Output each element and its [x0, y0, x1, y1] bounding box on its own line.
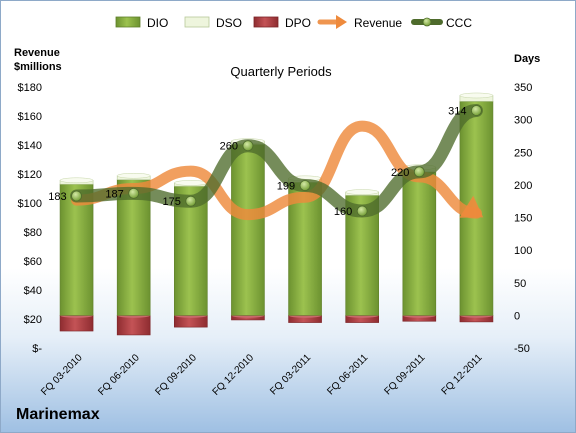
left-axis-label-line1: Revenue	[14, 47, 60, 59]
legend-swatch-dso	[184, 16, 210, 28]
left-tick-label: $100	[18, 198, 42, 210]
right-tick-label: -50	[514, 343, 530, 355]
dio-bar	[231, 144, 265, 316]
dio-bar	[116, 179, 151, 316]
x-tick-label: FQ 09-2011	[382, 352, 427, 397]
right-tick-label: 350	[514, 82, 532, 94]
left-tick-label: $160	[18, 111, 42, 123]
legend-swatch-dio	[115, 16, 141, 28]
left-tick-label: $80	[24, 227, 42, 239]
dpo-bar	[116, 315, 151, 336]
right-tick-label: 0	[514, 310, 520, 322]
left-tick-label: $20	[24, 314, 42, 326]
x-tick-label: FQ 06-2010	[96, 352, 142, 398]
legend-marker-ccc	[422, 17, 432, 27]
dio-bar	[174, 185, 208, 316]
ccc-marker	[471, 105, 482, 116]
x-tick-label: FQ 03-2011	[268, 352, 313, 397]
left-tick-label: $140	[18, 140, 42, 152]
bar-series	[59, 92, 494, 336]
legend-label-revenue: Revenue	[354, 16, 402, 30]
left-axis-ticks: $180 $160 $140 $120 $100 $80 $60 $40 $20 $-	[18, 82, 43, 355]
company-name: Marinemax	[16, 406, 100, 423]
x-tick-label: FQ 06-2011	[325, 352, 370, 397]
ccc-data-label: 314	[448, 105, 466, 117]
dso-bar-top	[174, 180, 208, 186]
revenue-arrowhead	[459, 195, 484, 218]
ccc-series: 183 187 175 260 199 160 220 314	[48, 103, 483, 218]
right-tick-label: 200	[514, 180, 532, 192]
ccc-data-label: 183	[48, 191, 66, 203]
ccc-marker	[356, 205, 368, 217]
ccc-marker	[128, 187, 140, 199]
ccc-data-label: 199	[277, 181, 295, 193]
right-tick-label: 100	[514, 245, 532, 257]
x-tick-label: FQ 12-2010	[211, 352, 257, 398]
right-tick-label: 50	[514, 278, 526, 290]
dso-bar-top	[59, 177, 94, 184]
right-axis-label: Days	[514, 53, 540, 65]
ccc-marker	[242, 140, 254, 152]
ccc-data-label: 187	[105, 188, 123, 200]
ccc-data-label: 160	[334, 206, 352, 218]
ccc-data-label: 220	[391, 167, 409, 179]
left-tick-label: $-	[32, 343, 42, 355]
right-tick-label: 250	[514, 147, 532, 159]
left-axis-label-line2: $millions	[14, 61, 62, 73]
left-tick-label: $40	[24, 285, 42, 297]
x-tick-label: FQ 12-2011	[440, 352, 485, 397]
legend-item-dso[interactable]: DSO	[184, 16, 242, 30]
right-tick-label: 300	[514, 115, 532, 127]
legend: DIO DSO DPO Revenue CCC	[115, 15, 472, 30]
dso-bar-top	[459, 92, 494, 99]
legend-item-revenue[interactable]: Revenue	[317, 15, 402, 30]
left-tick-label: $120	[18, 169, 42, 181]
right-tick-label: 150	[514, 213, 532, 225]
legend-item-ccc[interactable]: CCC	[411, 16, 472, 30]
ccc-marker	[413, 166, 425, 178]
legend-label-dso: DSO	[216, 16, 242, 30]
dso-bar-top	[116, 172, 151, 179]
ccc-marker	[299, 180, 311, 191]
dio-bar	[288, 181, 322, 316]
legend-arrow-revenue-head	[336, 15, 347, 29]
dso-bar-top	[345, 189, 379, 195]
ccc-data-label: 175	[162, 196, 180, 208]
x-tick-label: FQ 09-2010	[153, 352, 199, 398]
legend-label-ccc: CCC	[446, 16, 472, 30]
chart-title: Quarterly Periods	[230, 64, 332, 79]
ccc-marker	[71, 190, 82, 202]
legend-swatch-dpo	[253, 16, 279, 28]
legend-label-dio: DIO	[147, 16, 168, 30]
left-tick-label: $60	[24, 256, 42, 268]
x-axis-ticks: FQ 03-2010 FQ 06-2010 FQ 09-2010 FQ 12-2010…	[39, 352, 485, 398]
ccc-marker	[185, 195, 197, 207]
left-tick-label: $180	[18, 82, 42, 94]
dio-bar	[402, 171, 437, 316]
x-tick-label: FQ 03-2010	[39, 352, 85, 398]
legend-item-dio[interactable]: DIO	[115, 16, 168, 30]
legend-item-dpo[interactable]: DPO	[253, 16, 311, 30]
right-axis-ticks: 350 300 250 200 150 100 50 0 -50	[514, 82, 532, 355]
ccc-data-label: 260	[220, 141, 238, 153]
dio-bar	[59, 183, 94, 316]
legend-label-dpo: DPO	[285, 16, 311, 30]
